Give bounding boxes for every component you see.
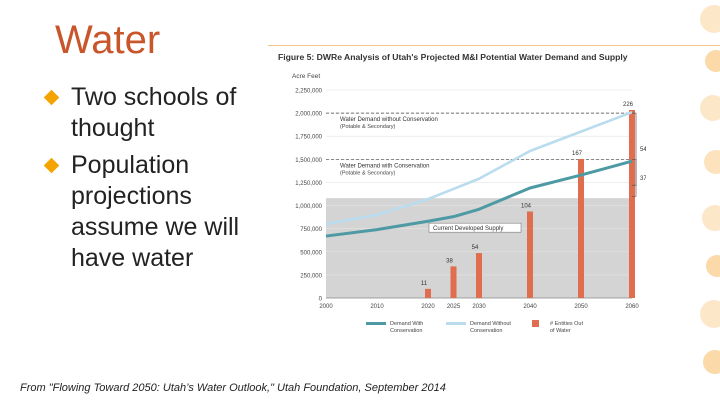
legend-swatch	[366, 322, 386, 325]
entity-bar	[527, 211, 533, 298]
slide-title: Water	[55, 18, 161, 62]
gap-with-bracket	[632, 158, 637, 197]
y-tick-label: 2,000,000	[295, 112, 322, 118]
legend-swatch	[532, 320, 539, 327]
reference-label: Water Demand with Conservation	[340, 163, 429, 169]
source-citation: From "Flowing Toward 2050: Utah’s Water …	[20, 382, 446, 394]
entity-bar	[476, 253, 482, 298]
header-rule	[268, 45, 720, 46]
supply-label-box	[428, 222, 522, 233]
gap-without-label: 540,000 Acft	[640, 147, 646, 153]
water-chart: Figure 5: DWRe Analysis of Utah's Projec…	[274, 48, 674, 340]
bar-value-label: 226	[623, 102, 634, 108]
decorative-circle	[700, 300, 720, 328]
chart-title: Figure 5: DWRe Analysis of Utah's Projec…	[278, 52, 628, 62]
x-tick-label: 2000	[319, 304, 333, 310]
decorative-circle	[700, 95, 720, 121]
bar-value-label: 38	[446, 258, 453, 264]
legend-label-cont: Conservation	[390, 328, 422, 334]
bar-value-label: 11	[421, 281, 428, 287]
reference-sublabel: (Potable & Secondary)	[340, 124, 396, 130]
y-axis-label: Acre Feet	[292, 73, 320, 80]
supply-label: Current Developed Supply	[433, 226, 503, 232]
decorative-circle	[700, 5, 720, 33]
decorative-circle	[704, 150, 720, 174]
bullet-item: Population projections assume we will ha…	[38, 150, 258, 274]
legend-label-cont: of Water	[550, 328, 571, 334]
y-tick-label: 500,000	[300, 250, 322, 256]
legend-swatch	[446, 322, 466, 325]
entity-bar	[578, 159, 584, 298]
y-tick-label: 1,750,000	[295, 135, 322, 141]
legend-label: # Entities Out	[550, 321, 583, 327]
demand-without-conservation-line	[325, 110, 633, 226]
diamond-bullet-icon	[43, 89, 60, 106]
x-tick-label: 2050	[574, 304, 588, 310]
reference-sublabel: (Potable & Secondary)	[340, 170, 396, 176]
decorative-circle	[705, 50, 720, 72]
bar-value-label: 167	[572, 151, 583, 157]
legend-label: Demand With	[390, 321, 423, 327]
gap-with-label: 375,000 Acft	[640, 176, 646, 182]
y-tick-label: 1,250,000	[295, 181, 322, 187]
legend-label-cont: Conservation	[470, 328, 502, 334]
y-tick-label: 1,000,000	[295, 204, 322, 210]
bar-value-label: 104	[521, 203, 532, 209]
x-tick-label: 2030	[472, 304, 486, 310]
x-tick-label: 2060	[625, 304, 639, 310]
bar-value-label: 54	[472, 245, 479, 251]
y-tick-label: 2,250,000	[295, 89, 322, 95]
reference-label: Water Demand without Conservation	[340, 117, 438, 123]
decorative-circle	[702, 205, 720, 231]
y-tick-label: 1,500,000	[295, 158, 322, 164]
x-tick-label: 2010	[370, 304, 384, 310]
y-tick-label: 750,000	[300, 227, 322, 233]
gap-without-bracket	[632, 112, 637, 186]
decorative-circle	[703, 350, 720, 374]
water-demand-chart: Figure 5: DWRe Analysis of Utah's Projec…	[278, 52, 674, 334]
x-tick-label: 2040	[523, 304, 537, 310]
y-tick-label: 250,000	[300, 273, 322, 279]
bullet-list: Two schools of thought Population projec…	[38, 82, 258, 280]
entity-bar	[450, 266, 457, 298]
x-tick-label: 2020	[421, 304, 435, 310]
bullet-text: Population projections assume we will ha…	[71, 151, 240, 272]
diamond-bullet-icon	[43, 157, 60, 174]
entity-bar	[629, 109, 635, 298]
demand-with-conservation-line	[325, 159, 633, 238]
bullet-text: Two schools of thought	[71, 83, 237, 142]
legend-label: Demand Without	[470, 321, 511, 327]
bullet-item: Two schools of thought	[38, 82, 258, 144]
x-tick-label: 2025	[447, 304, 461, 310]
entity-bar	[425, 288, 431, 298]
decorative-circle	[706, 255, 720, 277]
y-tick-label: 0	[319, 297, 323, 303]
